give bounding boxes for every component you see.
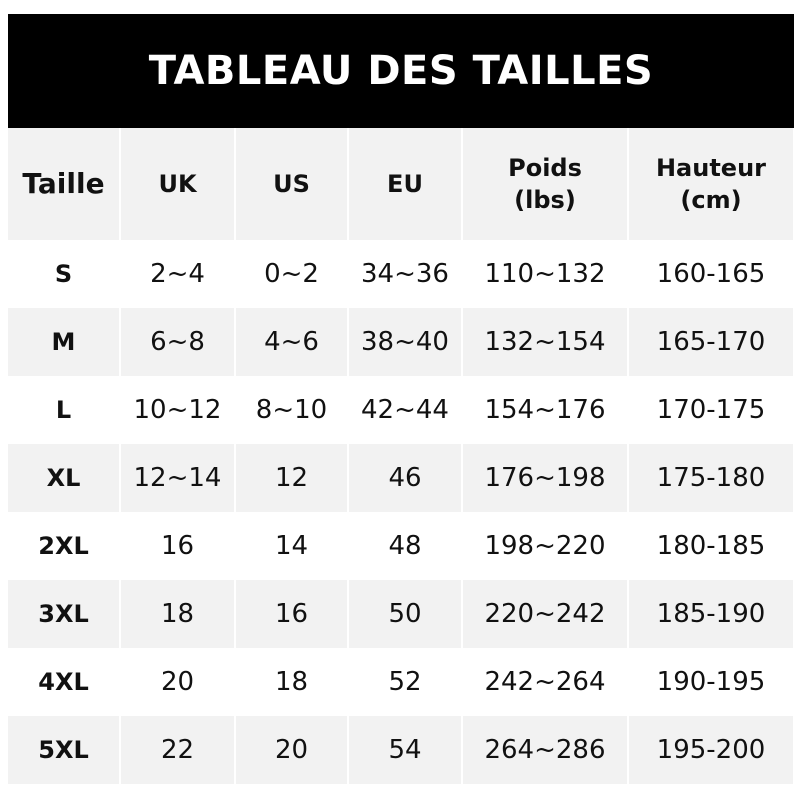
cell-us: 20 (235, 716, 349, 784)
cell-hauteur: 185-190 (628, 580, 795, 648)
table-row: 5XL 22 20 54 264~286 195-200 (8, 716, 795, 784)
header-row: Taille UK US EU Poids (lbs) Hauteur (cm) (8, 128, 795, 240)
cell-uk: 18 (120, 580, 236, 648)
cell-uk: 20 (120, 648, 236, 716)
cell-eu: 38~40 (348, 308, 463, 376)
table-row: 4XL 20 18 52 242~264 190-195 (8, 648, 795, 716)
cell-poids: 264~286 (462, 716, 629, 784)
cell-hauteur: 160-165 (628, 240, 795, 308)
table-row: 3XL 18 16 50 220~242 185-190 (8, 580, 795, 648)
cell-poids: 198~220 (462, 512, 629, 580)
cell-poids: 132~154 (462, 308, 629, 376)
header-hauteur-unit: (cm) (680, 186, 742, 214)
cell-poids: 242~264 (462, 648, 629, 716)
cell-uk: 22 (120, 716, 236, 784)
cell-size: S (8, 240, 121, 308)
header-hauteur: Hauteur (cm) (628, 128, 795, 240)
cell-hauteur: 195-200 (628, 716, 795, 784)
cell-us: 14 (235, 512, 349, 580)
cell-poids: 176~198 (462, 444, 629, 512)
cell-eu: 46 (348, 444, 463, 512)
cell-hauteur: 175-180 (628, 444, 795, 512)
cell-us: 8~10 (235, 376, 349, 444)
cell-eu: 50 (348, 580, 463, 648)
header-poids: Poids (lbs) (462, 128, 629, 240)
cell-hauteur: 170-175 (628, 376, 795, 444)
table-row: M 6~8 4~6 38~40 132~154 165-170 (8, 308, 795, 376)
header-poids-label: Poids (508, 154, 582, 182)
cell-eu: 48 (348, 512, 463, 580)
cell-us: 0~2 (235, 240, 349, 308)
table-row: S 2~4 0~2 34~36 110~132 160-165 (8, 240, 795, 308)
header-poids-unit: (lbs) (514, 186, 576, 214)
table-row: L 10~12 8~10 42~44 154~176 170-175 (8, 376, 795, 444)
cell-size: 4XL (8, 648, 121, 716)
header-taille: Taille (8, 128, 121, 240)
cell-us: 18 (235, 648, 349, 716)
chart-title: TABLEAU DES TAILLES (8, 14, 794, 128)
cell-poids: 110~132 (462, 240, 629, 308)
cell-us: 12 (235, 444, 349, 512)
cell-us: 4~6 (235, 308, 349, 376)
cell-poids: 154~176 (462, 376, 629, 444)
cell-us: 16 (235, 580, 349, 648)
cell-size: M (8, 308, 121, 376)
header-uk: UK (120, 128, 236, 240)
cell-eu: 42~44 (348, 376, 463, 444)
cell-uk: 16 (120, 512, 236, 580)
cell-size: 3XL (8, 580, 121, 648)
cell-eu: 52 (348, 648, 463, 716)
header-hauteur-label: Hauteur (655, 154, 767, 182)
cell-size: 2XL (8, 512, 121, 580)
cell-size: 5XL (8, 716, 121, 784)
cell-eu: 34~36 (348, 240, 463, 308)
cell-uk: 6~8 (120, 308, 236, 376)
cell-size: XL (8, 444, 121, 512)
cell-poids: 220~242 (462, 580, 629, 648)
cell-eu: 54 (348, 716, 463, 784)
cell-uk: 10~12 (120, 376, 236, 444)
cell-hauteur: 165-170 (628, 308, 795, 376)
table-row: XL 12~14 12 46 176~198 175-180 (8, 444, 795, 512)
header-us: US (235, 128, 349, 240)
cell-uk: 12~14 (120, 444, 236, 512)
cell-hauteur: 180-185 (628, 512, 795, 580)
cell-hauteur: 190-195 (628, 648, 795, 716)
header-eu: EU (348, 128, 463, 240)
cell-uk: 2~4 (120, 240, 236, 308)
table-row: 2XL 16 14 48 198~220 180-185 (8, 512, 795, 580)
size-table: Taille UK US EU Poids (lbs) Hauteur (cm) S… (8, 128, 795, 784)
cell-size: L (8, 376, 121, 444)
